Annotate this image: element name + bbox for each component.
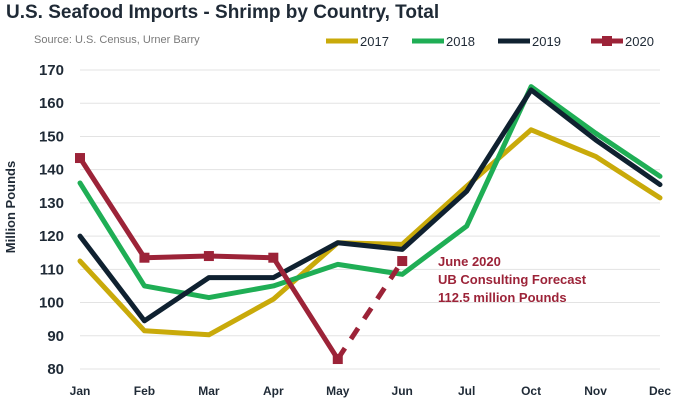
y-axis-label: Million Pounds	[3, 161, 18, 253]
chart-title: U.S. Seafood Imports - Shrimp by Country…	[6, 2, 440, 23]
x-tick-label: May	[326, 384, 350, 398]
x-tick-label: Mar	[198, 384, 220, 398]
y-tick-label: 130	[39, 195, 64, 212]
x-tick-label: Jan	[70, 384, 91, 398]
y-tick-label: 100	[39, 295, 64, 312]
x-tick-label: Feb	[134, 384, 155, 398]
x-tick-label: Nov	[584, 384, 607, 398]
annotation-line: June 2020	[438, 254, 501, 269]
data-point-marker	[139, 252, 150, 263]
data-point-marker	[397, 256, 408, 267]
annotation-line: 112.5 million Pounds	[438, 290, 567, 305]
x-axis-ticks: Jan Feb Mar Apr May Jun Jul Oct Nov Dec	[70, 384, 672, 398]
x-tick-label: Dec	[649, 384, 671, 398]
legend-marker	[602, 36, 612, 46]
legend-label-2020: 2020	[625, 34, 654, 49]
y-tick-label: 80	[47, 361, 64, 378]
y-tick-label: 110	[40, 261, 64, 278]
legend: 2017 2018 2019 2020	[326, 34, 654, 49]
legend-label-2017: 2017	[360, 34, 389, 49]
x-tick-label: Apr	[263, 384, 284, 398]
data-point-marker	[203, 251, 214, 262]
chart-source: Source: U.S. Census, Urner Barry	[34, 34, 200, 46]
x-tick-label: Jun	[392, 384, 413, 398]
legend-label-2019: 2019	[532, 34, 561, 49]
data-point-marker	[75, 153, 85, 164]
y-tick-label: 140	[39, 162, 64, 179]
y-tick-label: 170	[39, 62, 64, 79]
series-line-2018	[77, 84, 663, 301]
y-tick-label: 150	[39, 128, 64, 145]
x-tick-label: Jul	[458, 384, 475, 398]
series-forecast-line-2020	[335, 259, 405, 361]
annotation-line: UB Consulting Forecast	[438, 272, 587, 287]
y-axis-ticks: 80 90 100 110 120 130 140 150 160 170	[39, 62, 64, 378]
gridlines	[80, 69, 660, 370]
y-tick-label: 90	[47, 328, 64, 345]
series-line-2019	[77, 87, 663, 324]
x-tick-label: Oct	[521, 384, 541, 398]
data-point-marker	[268, 252, 279, 263]
series-lines	[75, 84, 663, 365]
y-tick-label: 160	[39, 95, 64, 112]
legend-label-2018: 2018	[446, 34, 475, 49]
data-point-marker	[332, 354, 343, 365]
y-tick-label: 120	[39, 228, 64, 245]
forecast-annotation: June 2020 UB Consulting Forecast 112.5 mil…	[438, 254, 587, 305]
